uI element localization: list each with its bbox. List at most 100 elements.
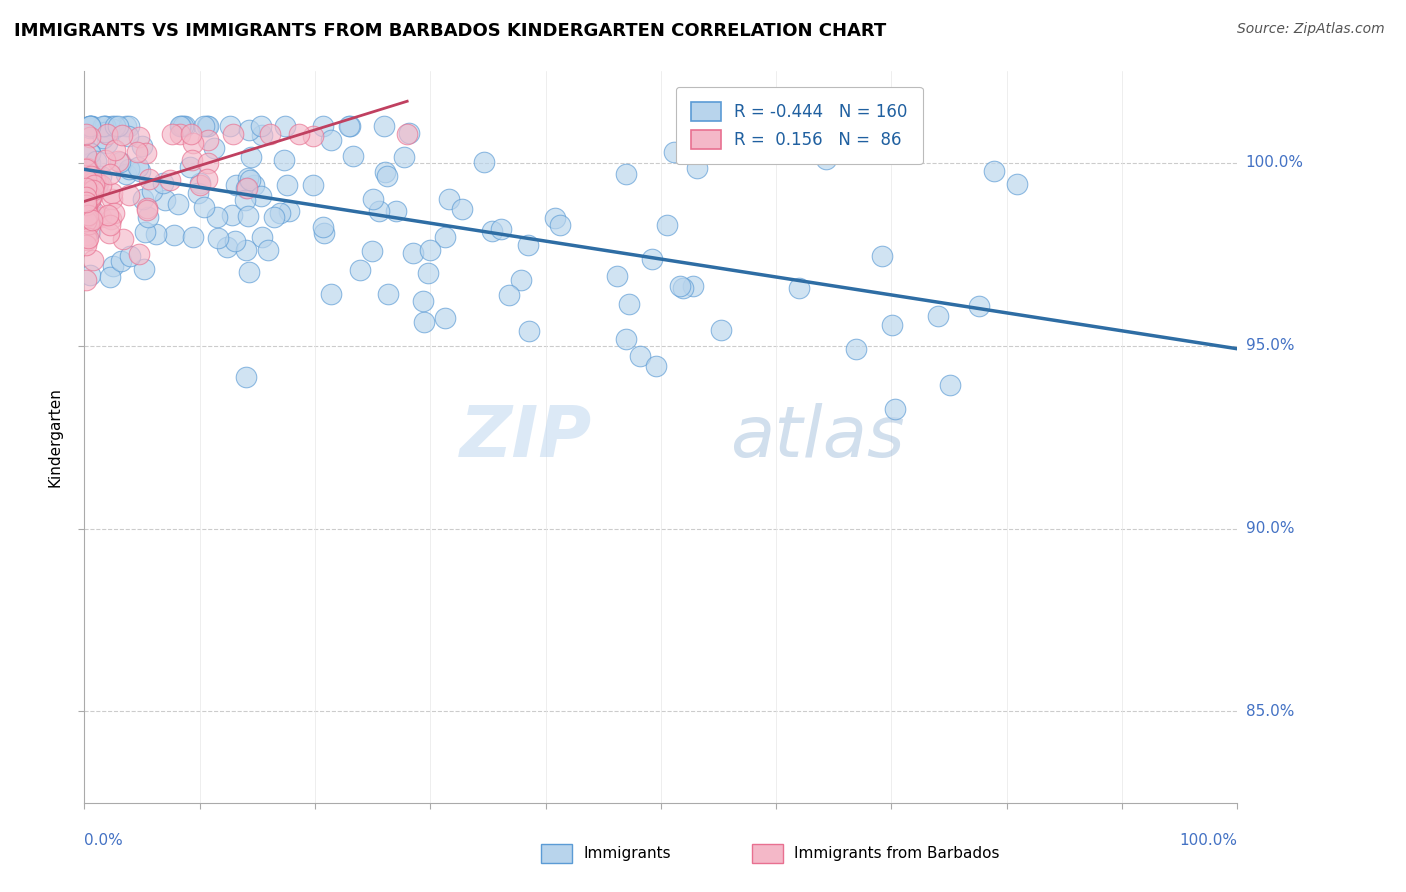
Point — [235, 370, 257, 384]
Point — [91, 131, 114, 145]
Text: ZIP: ZIP — [460, 402, 592, 472]
Point — [79, 192, 101, 206]
Text: Immigrants: Immigrants — [583, 847, 671, 861]
Point — [131, 139, 153, 153]
Text: Source: ZipAtlas.com: Source: ZipAtlas.com — [1237, 22, 1385, 37]
Point — [312, 120, 335, 134]
Point — [75, 127, 97, 141]
Point — [437, 192, 460, 206]
Point — [127, 145, 149, 159]
Point — [181, 230, 204, 244]
Point — [481, 224, 503, 238]
Point — [134, 225, 156, 239]
Point — [252, 128, 274, 143]
Point — [167, 197, 190, 211]
Point — [655, 219, 678, 233]
Point — [927, 309, 949, 323]
Point — [259, 127, 281, 141]
Point — [153, 194, 176, 208]
Point — [249, 120, 271, 134]
Point — [75, 172, 97, 186]
Point — [614, 332, 637, 346]
Point — [215, 239, 238, 253]
Point — [396, 127, 419, 141]
Point — [79, 173, 101, 187]
Point — [75, 194, 97, 209]
Point — [94, 120, 117, 134]
Point — [243, 178, 266, 193]
Point — [517, 324, 540, 338]
Point — [617, 297, 640, 311]
Point — [98, 218, 121, 232]
Point — [75, 171, 97, 186]
Point — [117, 128, 139, 143]
Point — [669, 278, 692, 293]
Point — [135, 145, 157, 160]
Point — [163, 227, 186, 242]
Point — [606, 268, 628, 283]
Point — [236, 181, 259, 195]
Point — [548, 219, 571, 233]
Point — [276, 178, 298, 192]
Point — [79, 223, 101, 237]
Point — [79, 217, 101, 231]
Point — [79, 179, 101, 194]
Point — [134, 262, 156, 277]
Point — [398, 126, 420, 140]
Point — [100, 186, 122, 200]
Point — [115, 120, 138, 134]
Point — [418, 266, 440, 280]
Point — [433, 230, 456, 244]
Point — [75, 148, 97, 162]
Point — [188, 176, 211, 190]
Point — [349, 262, 371, 277]
Point — [75, 211, 97, 225]
Point — [402, 245, 425, 260]
Point — [75, 217, 97, 231]
Point — [111, 128, 134, 142]
Point — [337, 120, 360, 134]
Point — [516, 237, 538, 252]
Point — [132, 192, 155, 206]
Point — [75, 162, 97, 177]
Point — [392, 150, 415, 164]
Point — [100, 120, 122, 134]
Point — [103, 206, 125, 220]
Point — [374, 165, 396, 179]
Point — [91, 120, 114, 134]
Point — [375, 169, 398, 183]
Point — [238, 265, 260, 279]
Point — [197, 172, 219, 186]
Point — [321, 133, 343, 147]
Point — [104, 120, 127, 134]
Point — [94, 125, 117, 139]
Point — [233, 193, 256, 207]
Point — [967, 300, 990, 314]
Point — [79, 206, 101, 220]
Point — [83, 178, 105, 193]
Point — [107, 153, 129, 168]
Point — [75, 273, 97, 287]
Point — [640, 252, 662, 266]
Point — [115, 167, 138, 181]
Point — [235, 181, 257, 195]
Point — [249, 189, 271, 203]
Point — [80, 212, 103, 227]
Point — [141, 184, 163, 198]
Point — [76, 161, 98, 175]
Point — [672, 281, 695, 295]
Point — [86, 179, 108, 194]
Point — [83, 173, 105, 187]
Point — [75, 176, 97, 190]
Point — [238, 209, 260, 223]
Point — [342, 149, 364, 163]
Point — [173, 120, 195, 134]
Point — [983, 164, 1005, 178]
Point — [75, 181, 97, 195]
Point — [363, 192, 385, 206]
Point — [170, 120, 193, 134]
Point — [84, 154, 107, 169]
Point — [82, 253, 104, 268]
Point — [225, 178, 247, 193]
Point — [489, 221, 512, 235]
